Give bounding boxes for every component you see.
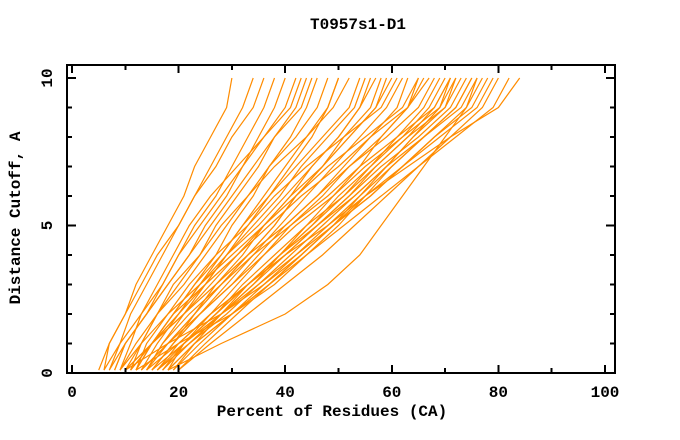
model-curve [114,77,276,371]
x-tick-label: 20 [169,384,188,402]
model-curve [172,77,441,371]
model-curve [135,77,398,371]
model-curve [124,77,451,371]
model-curve [178,77,499,371]
model-curve [135,77,473,371]
model-curve [140,77,409,371]
y-axis-label: Distance Cutoff, A [7,131,25,304]
model-curve [167,77,478,371]
x-tick-label: 0 [67,384,77,402]
y-tick-label: 5 [39,221,57,231]
model-curve [124,77,308,371]
model-curve [167,77,462,371]
model-curve [156,77,451,371]
model-curve [151,77,388,371]
model-curve [124,77,435,371]
model-curve [130,77,350,371]
axes-group: 0 20 40 60 80 100 0 5 10 [39,64,620,402]
model-curve [146,77,446,371]
x-tick-label: 60 [382,384,401,402]
model-curve [119,77,419,371]
model-curve [103,77,302,371]
model-curve [156,77,467,371]
x-tick-label: 100 [591,384,620,402]
model-curve [114,77,313,371]
model-curve [135,77,361,371]
chart-title: T0957s1-D1 [310,16,406,34]
model-curve [108,77,254,371]
x-tick-label: 40 [276,384,295,402]
y-tick-label: 0 [39,368,57,378]
model-curve [151,77,457,371]
model-curve [119,77,329,371]
plot-border [66,64,616,374]
y-tick-label: 10 [39,68,57,87]
model-curve [119,77,297,371]
model-curve [156,77,521,371]
x-tick-label: 80 [489,384,508,402]
model-curve [146,77,451,371]
model-curve [167,77,510,371]
x-axis-label: Percent of Residues (CA) [217,403,447,421]
model-curve [130,77,377,371]
model-curves-group [98,77,521,371]
